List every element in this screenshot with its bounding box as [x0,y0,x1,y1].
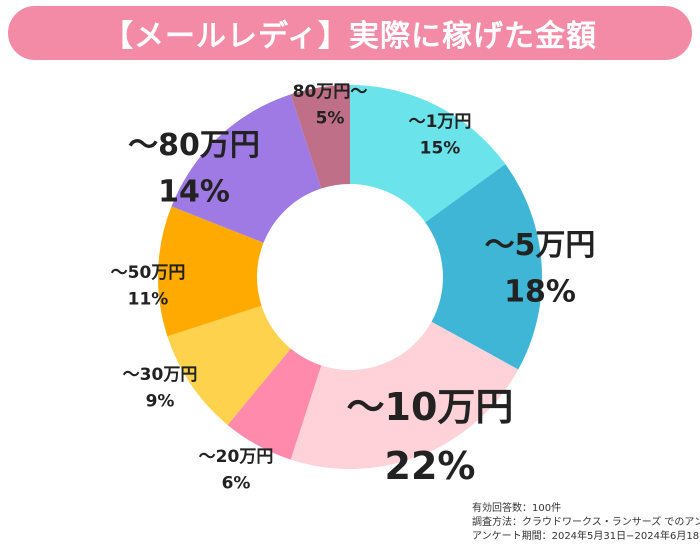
slice-percent-5: 9% [146,391,175,411]
slice-4 [227,348,322,460]
footer-responses: 有効回答数：100件 [472,503,562,514]
slice-8 [290,85,350,189]
slice-percent-1: 15% [420,138,461,158]
slice-7 [171,94,322,243]
slice-label-7: 〜80万円 [128,128,260,163]
slice-percent-3: 22% [385,444,476,488]
slice-1 [350,85,506,223]
slice-labels: 〜1万円 15% 〜5万円 18% 〜10万円 22% 〜20万円 6% 〜30万円 9% 〜50万… [111,82,596,493]
slice-label-3: 〜10万円 [347,385,514,429]
slice-percent-8: 5% [316,108,345,128]
donut-slices [157,85,542,469]
slice-percent-2: 18% [504,275,576,310]
slice-label-5: 〜30万円 [123,365,198,385]
slice-5 [167,305,291,425]
slice-6 [157,206,264,337]
slice-percent-4: 6% [222,473,251,493]
survey-footer: 有効回答数：100件 調査方法：クラウドワークス・ランサーズ でのアンケート ア… [472,502,700,544]
footer-method: 調査方法：クラウドワークス・ランサーズ でのアンケート [472,517,700,528]
title-banner: 【メールレディ】実際に稼げた金額 [8,6,692,60]
slice-2 [425,164,542,370]
slice-label-8: 80万円〜 [293,82,368,102]
slice-3 [290,321,519,469]
chart-title: 【メールレディ】実際に稼げた金額 [103,19,597,54]
slice-label-6: 〜50万円 [111,263,186,283]
footer-period: アンケート期間：2024年5月31日−2024年6月18日 [472,531,700,542]
slice-label-4: 〜20万円 [199,447,274,467]
slice-percent-6: 11% [128,289,169,309]
slice-label-1: 〜1万円 [409,112,472,132]
slice-percent-7: 14% [158,175,230,210]
slice-label-2: 〜5万円 [485,228,596,263]
